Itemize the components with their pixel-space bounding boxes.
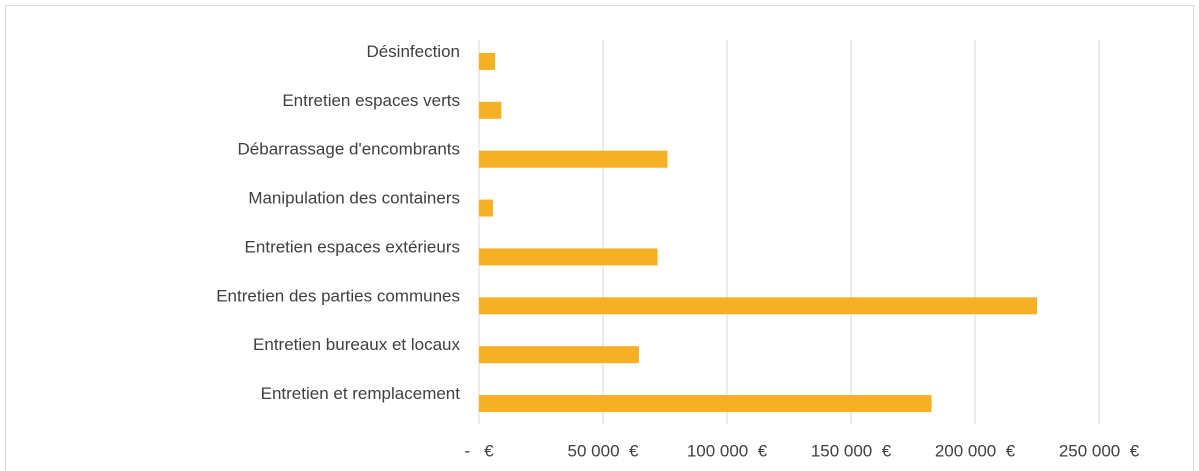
x-tick-label: 150 000 € <box>811 441 892 460</box>
bar <box>479 297 1037 315</box>
bar <box>479 150 668 168</box>
y-tick-label: Entretien espaces extérieurs <box>245 237 460 256</box>
bar <box>479 199 493 217</box>
x-tick-label: - € <box>464 441 494 460</box>
bar <box>479 101 502 119</box>
chart-frame <box>5 5 1194 471</box>
y-tick-label: Entretien des parties communes <box>216 286 460 305</box>
x-tick-label: 250 000 € <box>1059 441 1140 460</box>
x-tick-label: 100 000 € <box>687 441 768 460</box>
bar <box>479 52 496 70</box>
bar <box>479 346 639 364</box>
x-tick-label: 50 000 € <box>568 441 639 460</box>
bar <box>479 395 932 413</box>
bar <box>479 248 658 266</box>
y-tick-label: Désinfection <box>366 42 460 61</box>
y-tick-label: Entretien bureaux et locaux <box>253 335 460 354</box>
y-tick-label: Entretien et remplacement <box>261 384 461 403</box>
y-tick-label: Débarrassage d'encombrants <box>238 140 460 159</box>
y-tick-label: Manipulation des containers <box>248 189 460 208</box>
y-tick-label: Entretien espaces verts <box>282 91 460 110</box>
x-tick-label: 200 000 € <box>935 441 1016 460</box>
